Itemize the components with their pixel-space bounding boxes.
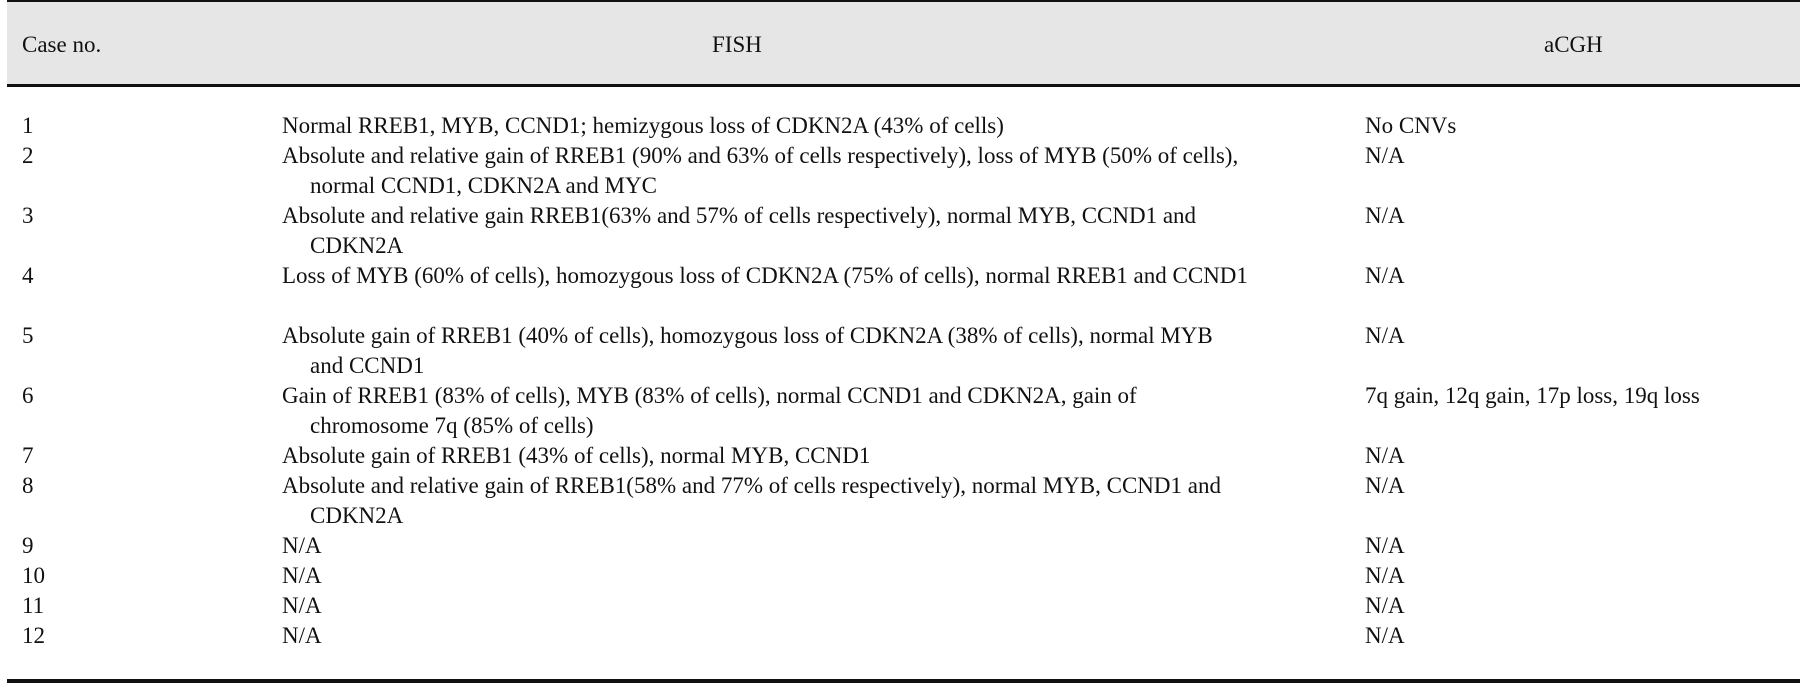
cell-acgh: N/A xyxy=(1365,143,1405,168)
cell-case: 1 xyxy=(22,113,34,138)
cell-case: 9 xyxy=(22,533,34,558)
cell-fish: Absolute gain of RREB1 (43% of cells), n… xyxy=(282,443,871,468)
cell-fish: Gain of RREB1 (83% of cells), MYB (83% o… xyxy=(282,383,1137,438)
header-case-no: Case no. xyxy=(22,32,102,57)
cell-acgh: N/A xyxy=(1365,323,1405,348)
table-body: 1 Normal RREB1, MYB, CCND1; hemizygous l… xyxy=(7,87,1800,683)
cell-fish: N/A xyxy=(282,593,322,618)
cell-acgh: N/A xyxy=(1365,533,1405,558)
header-acgh: aCGH xyxy=(1544,32,1603,57)
cell-fish: N/A xyxy=(282,623,322,648)
cell-case: 4 xyxy=(22,263,34,288)
results-table: Case no. FISH aCGH 1 Normal RREB1, MYB, … xyxy=(7,0,1800,683)
cell-case: 5 xyxy=(22,323,34,348)
cell-fish: Loss of MYB (60% of cells), homozygous l… xyxy=(282,263,1248,288)
cell-acgh: N/A xyxy=(1365,473,1405,498)
cell-acgh: N/A xyxy=(1365,443,1405,468)
cell-acgh: N/A xyxy=(1365,623,1405,648)
header-fish: FISH xyxy=(712,32,762,57)
cell-case: 10 xyxy=(22,563,45,588)
cell-fish: Absolute and relative gain RREB1(63% and… xyxy=(282,203,1197,258)
cell-acgh: N/A xyxy=(1365,203,1405,228)
cell-fish: Absolute gain of RREB1 (40% of cells), h… xyxy=(282,323,1213,378)
cell-case: 6 xyxy=(22,383,34,408)
cell-fish: N/A xyxy=(282,563,322,588)
cell-fish: N/A xyxy=(282,533,322,558)
table-header: Case no. FISH aCGH xyxy=(7,0,1800,87)
cell-fish: Absolute and relative gain of RREB1(58% … xyxy=(282,473,1221,528)
cell-case: 12 xyxy=(22,623,45,648)
cell-case: 2 xyxy=(22,143,34,168)
cell-case: 8 xyxy=(22,473,34,498)
cell-case: 3 xyxy=(22,203,34,228)
cell-case: 7 xyxy=(22,443,34,468)
cell-acgh: 7q gain, 12q gain, 17p loss, 19q loss xyxy=(1365,383,1700,408)
cell-case: 11 xyxy=(22,593,45,618)
cell-acgh: N/A xyxy=(1365,563,1405,588)
cell-acgh: N/A xyxy=(1365,263,1405,288)
cell-acgh: No CNVs xyxy=(1365,113,1457,138)
cell-acgh: N/A xyxy=(1365,593,1405,618)
cell-fish: Absolute and relative gain of RREB1 (90%… xyxy=(282,143,1239,198)
cell-fish: Normal RREB1, MYB, CCND1; hemizygous los… xyxy=(282,113,1004,138)
